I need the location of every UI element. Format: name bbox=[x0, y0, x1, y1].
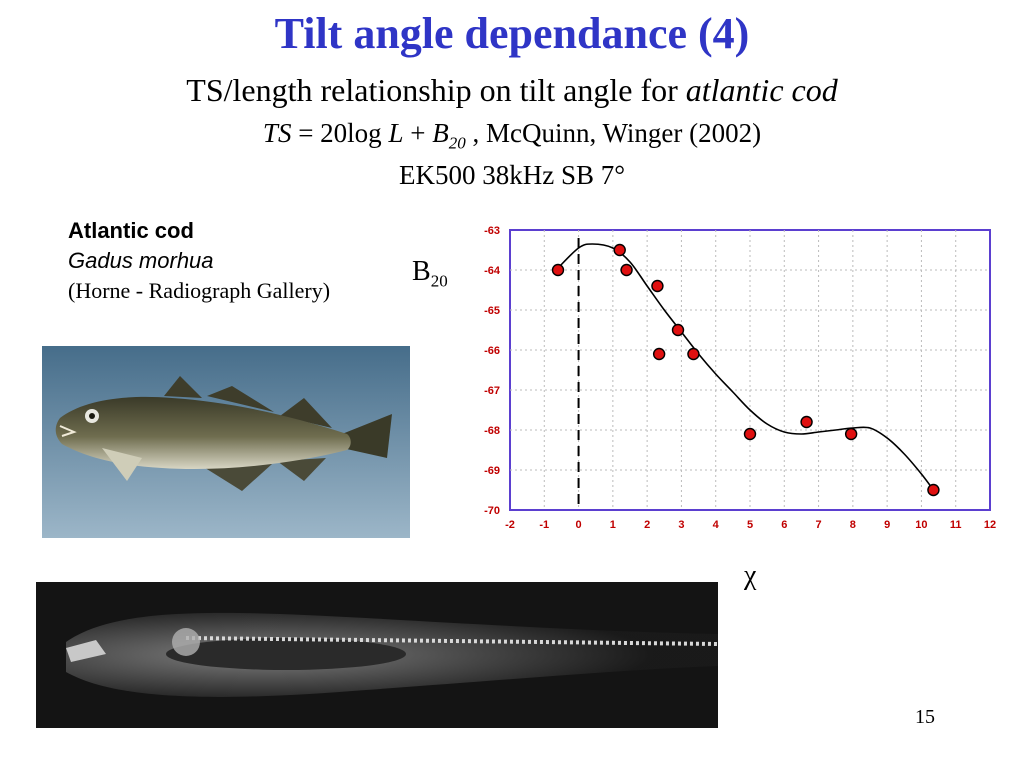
x-tick-label: 7 bbox=[816, 519, 822, 531]
x-tick-label: 0 bbox=[576, 519, 582, 531]
page-number: 15 bbox=[915, 706, 935, 728]
data-point bbox=[687, 347, 700, 361]
x-tick-label: 1 bbox=[610, 519, 616, 531]
y-tick-label: -70 bbox=[484, 505, 500, 517]
x-tick-label: -1 bbox=[539, 519, 549, 531]
y-tick-label: -68 bbox=[484, 425, 500, 437]
x-tick-label: 8 bbox=[850, 519, 856, 531]
y-axis-label-main: B bbox=[412, 256, 431, 287]
data-point bbox=[613, 243, 626, 257]
echosounder-settings: EK500 38kHz SB 7° bbox=[398, 160, 626, 190]
formula-l: L bbox=[388, 118, 404, 148]
formula-eq: = 20log bbox=[291, 118, 389, 148]
x-tick-label: 2 bbox=[644, 519, 650, 531]
species-common-name: Atlantic cod bbox=[68, 218, 194, 243]
x-tick-label: 12 bbox=[984, 519, 996, 531]
data-point bbox=[651, 279, 664, 293]
data-point bbox=[743, 427, 757, 441]
x-tick-label: 10 bbox=[915, 519, 927, 531]
x-tick-label: 5 bbox=[747, 519, 753, 531]
formula-citation: , McQuinn, Winger (2002) bbox=[465, 118, 762, 148]
data-point bbox=[844, 427, 858, 441]
x-tick-label: 3 bbox=[678, 519, 684, 531]
y-tick-label: -64 bbox=[484, 265, 501, 277]
data-points bbox=[551, 243, 940, 497]
formula-b-sub: 20 bbox=[448, 133, 466, 153]
slide-title: Tilt angle dependance (4) bbox=[274, 9, 750, 58]
y-tick-label: -63 bbox=[484, 225, 500, 237]
data-point bbox=[800, 415, 813, 429]
x-tick-label: 4 bbox=[713, 519, 720, 531]
data-point bbox=[652, 347, 666, 361]
cod-radiograph bbox=[36, 582, 718, 728]
x-axis-label: χ bbox=[744, 560, 757, 591]
data-point bbox=[671, 323, 685, 337]
cod-photo bbox=[42, 346, 410, 538]
formula-plus: + bbox=[403, 118, 433, 148]
y-axis-label-sub: 20 bbox=[430, 271, 448, 291]
x-tick-label: 9 bbox=[884, 519, 890, 531]
data-point bbox=[551, 263, 565, 277]
species-latin-name: Gadus morhua bbox=[68, 248, 214, 273]
ts-formula: TS = 20log L + B20 , McQuinn, Winger (20… bbox=[0, 118, 1024, 153]
x-tick-label: 6 bbox=[781, 519, 787, 531]
y-tick-label: -67 bbox=[484, 385, 500, 397]
y-tick-label: -66 bbox=[484, 345, 500, 357]
y-tick-label: -65 bbox=[484, 305, 500, 317]
formula-ts: TS bbox=[262, 118, 292, 148]
subtitle-species: atlantic cod bbox=[685, 72, 838, 108]
fit-curve bbox=[557, 243, 935, 491]
image-credit: (Horne - Radiograph Gallery) bbox=[68, 278, 331, 303]
slide-subtitle: TS/length relationship on tilt angle for… bbox=[0, 72, 1024, 109]
y-axis-label: B20 bbox=[412, 256, 448, 292]
y-tick-label: -69 bbox=[484, 465, 500, 477]
species-info: Atlantic cod Gadus morhua (Horne - Radio… bbox=[68, 216, 330, 306]
x-tick-label: -2 bbox=[505, 519, 515, 531]
subtitle-text: TS/length relationship on tilt angle for bbox=[186, 72, 686, 108]
y-tick-labels: -63 -64 -65 -66 -67 -68 -69 -70 bbox=[484, 225, 501, 517]
data-point bbox=[620, 263, 633, 277]
x-tick-label: 11 bbox=[950, 519, 962, 531]
data-point bbox=[927, 483, 940, 497]
x-tick-labels: -2 -1 0 1 2 3 4 5 6 7 8 9 10 11 12 bbox=[505, 519, 996, 531]
formula-b: B bbox=[432, 118, 449, 148]
b20-vs-tilt-chart: -63-64-65-66-67-68-69-70 -2 -1 0 1 2 3 4 5 6 7 8 9 1… bbox=[484, 225, 996, 531]
